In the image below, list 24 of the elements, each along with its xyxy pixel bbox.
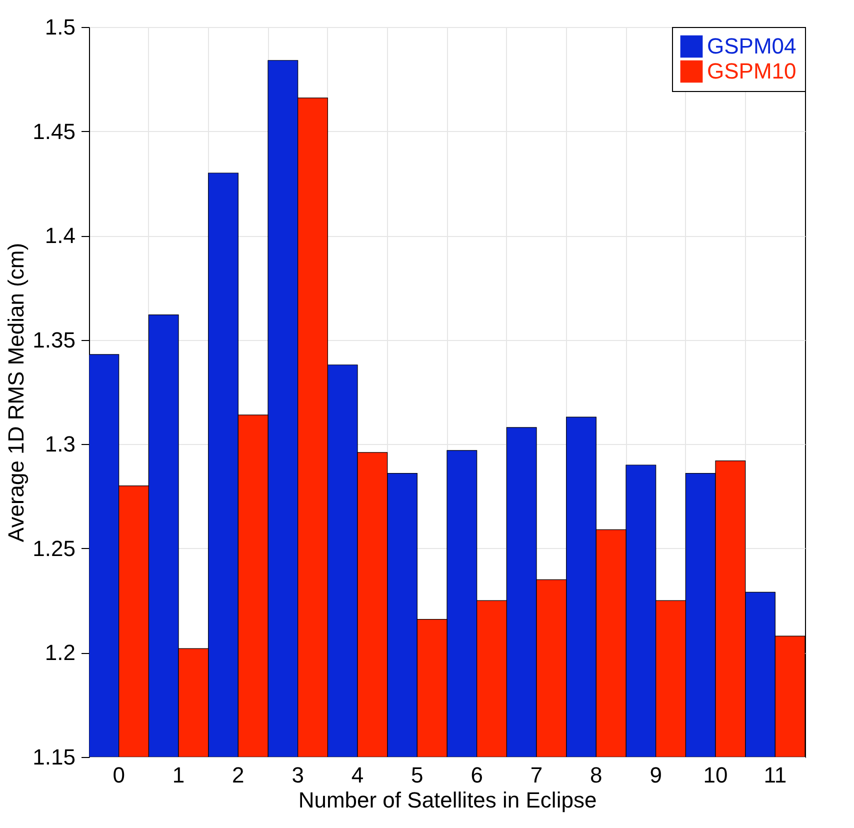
y-tick-label: 1.25	[32, 536, 76, 561]
x-tick-label: 0	[112, 762, 125, 788]
x-tick-label: 4	[351, 762, 364, 788]
y-tick-label: 1.3	[44, 432, 76, 457]
y-tick-label: 1.15	[32, 744, 76, 770]
y-tick-label: 1.2	[44, 640, 76, 666]
x-axis-title: Number of Satellites in Eclipse	[298, 788, 597, 812]
x-tick-label: 3	[292, 762, 304, 788]
y-tick-label: 1.4	[44, 223, 76, 248]
y-tick-label: 1.35	[32, 327, 76, 352]
x-tick-label: 9	[650, 762, 662, 788]
legend-label: GSPM10	[707, 58, 796, 84]
y-tick-label: 1.5	[44, 14, 76, 40]
x-tick-label: 2	[232, 762, 244, 788]
x-tick-label: 6	[470, 762, 483, 788]
legend-label: GSPM04	[707, 34, 796, 58]
x-tick-label: 5	[411, 762, 424, 788]
x-tick-label: 1	[172, 762, 185, 788]
y-axis-title: Average 1D RMS Median (cm)	[4, 242, 29, 542]
y-tick-label: 1.45	[32, 118, 76, 144]
x-tick-label: 10	[703, 762, 728, 788]
x-tick-label: 8	[590, 762, 602, 788]
x-tick-label: 7	[530, 762, 543, 788]
x-tick-label: 11	[764, 762, 787, 788]
